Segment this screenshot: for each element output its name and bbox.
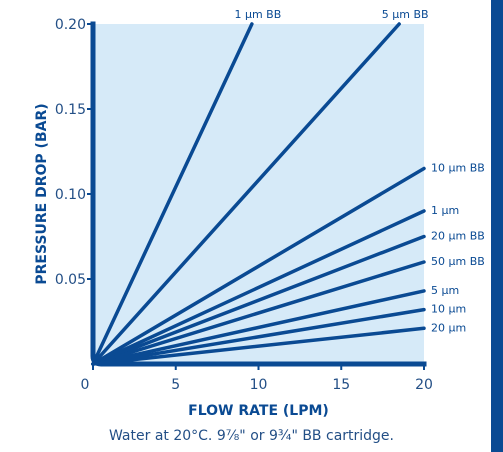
series-label: 10 µm xyxy=(431,303,466,316)
series-line xyxy=(91,209,426,366)
y-tick-label: 0.20 xyxy=(55,17,86,33)
series-line xyxy=(91,289,426,366)
y-tick-label: 0.15 xyxy=(55,102,86,118)
plot-area xyxy=(93,24,424,364)
series-labels: 1 µm BB 5 µm BB 10 µm BB 1 µm 20 µm BB 50 µm … xyxy=(234,8,484,334)
series-label: 1 µm xyxy=(431,204,459,217)
series-line xyxy=(91,22,254,366)
x-tick-label: 5 xyxy=(171,377,180,393)
x-tick-label: 20 xyxy=(415,377,433,393)
series-line xyxy=(91,234,426,366)
series-line xyxy=(91,326,426,366)
y-axis-label: PRESSURE DROP (BAR) xyxy=(34,103,50,284)
x-axis-label: FLOW RATE (LPM) xyxy=(188,403,329,419)
series-label: 5 µm BB xyxy=(382,8,429,21)
x-tick-label: 10 xyxy=(250,377,268,393)
x-tick-label: 0 xyxy=(81,377,90,393)
series-lines xyxy=(91,22,426,366)
series-label: 10 µm BB xyxy=(431,162,485,175)
caption: Water at 20°C. 9⅞" or 9¾" BB cartridge. xyxy=(108,428,394,444)
series-label: 5 µm xyxy=(431,284,459,297)
x-tick-label: 15 xyxy=(332,377,350,393)
series-line xyxy=(91,260,426,366)
series-label: 50 µm BB xyxy=(431,255,485,268)
y-tick-label: 0.10 xyxy=(55,187,86,203)
ticks: 0 5 10 15 20 0.05 0.10 0.15 0.20 xyxy=(55,17,433,393)
axis-frame xyxy=(90,21,427,367)
series-line xyxy=(91,22,401,366)
side-bar xyxy=(491,0,503,452)
series-label: 1 µm BB xyxy=(234,8,281,21)
series-line xyxy=(91,307,426,366)
y-tick-label: 0.05 xyxy=(55,272,86,288)
series-label: 20 µm BB xyxy=(431,230,485,243)
series-line xyxy=(91,166,426,366)
series-label: 20 µm xyxy=(431,321,466,334)
